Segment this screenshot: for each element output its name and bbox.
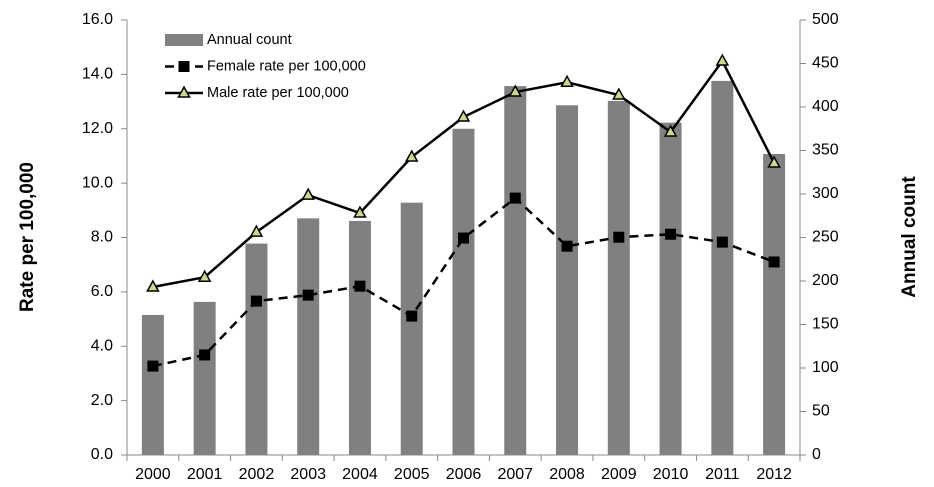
x-tick-label: 2001: [187, 466, 223, 483]
bar: [348, 220, 371, 455]
marker: [250, 295, 262, 307]
x-tick-label: 2006: [446, 466, 482, 483]
y2-tick-label: 450: [812, 55, 839, 72]
bar: [763, 153, 786, 456]
bar: [659, 122, 682, 455]
legend-label: Male rate per 100,000: [207, 85, 349, 101]
x-tick-label: 2007: [497, 466, 533, 483]
bar: [452, 128, 475, 455]
marker: [199, 349, 211, 361]
marker: [508, 84, 523, 97]
y2-tick-label: 350: [812, 142, 839, 159]
bar: [245, 243, 268, 455]
marker: [147, 360, 159, 372]
y-tick-label: 16.0: [82, 11, 113, 28]
x-tick-label: 2012: [756, 466, 792, 483]
marker: [561, 240, 573, 252]
y2-tick-label: 200: [812, 272, 839, 289]
legend-marker: [177, 85, 191, 98]
y-tick-label: 6.0: [91, 283, 113, 300]
x-tick-label: 2009: [601, 466, 637, 483]
x-tick-label: 2003: [290, 466, 326, 483]
bar: [711, 80, 734, 456]
marker: [456, 109, 471, 122]
marker: [354, 280, 366, 292]
y2-axis-title: Annual count: [899, 176, 920, 298]
marker: [663, 124, 678, 137]
bar: [607, 100, 630, 455]
y2-tick-label: 500: [812, 11, 839, 28]
legend-marker: [178, 61, 190, 72]
y-tick-label: 8.0: [91, 229, 113, 246]
marker: [197, 269, 212, 282]
x-tick-label: 2004: [342, 466, 378, 483]
marker: [716, 236, 728, 248]
y2-tick-label: 250: [812, 229, 839, 246]
y2-tick-label: 50: [812, 403, 830, 420]
bar: [504, 86, 527, 456]
y-tick-label: 12.0: [82, 120, 113, 137]
y2-tick-label: 400: [812, 98, 839, 115]
x-tick-label: 2008: [549, 466, 585, 483]
y-tick-label: 0.0: [91, 446, 113, 463]
x-tick-label: 2000: [135, 466, 171, 483]
marker: [509, 192, 521, 204]
y-axis-title: Rate per 100,000: [17, 162, 38, 312]
y-tick-label: 14.0: [82, 66, 113, 83]
y2-tick-label: 300: [812, 185, 839, 202]
marker: [146, 279, 160, 292]
marker: [613, 231, 625, 243]
y2-tick-label: 0: [812, 446, 821, 463]
legend-swatch: [165, 34, 203, 46]
bar: [297, 218, 320, 455]
marker: [767, 155, 781, 168]
marker: [665, 228, 677, 240]
marker: [715, 53, 730, 66]
marker: [353, 205, 367, 218]
bar: [556, 105, 579, 455]
marker: [406, 310, 418, 322]
legend-label: Female rate per 100,000: [207, 58, 366, 74]
y-tick-label: 10.0: [82, 174, 113, 191]
x-tick-label: 2002: [239, 466, 275, 483]
marker: [404, 149, 419, 162]
y-tick-label: 2.0: [91, 392, 113, 409]
legend-label: Annual count: [207, 32, 292, 48]
marker: [458, 232, 469, 244]
bar: [193, 301, 216, 455]
marker: [612, 87, 626, 100]
y-tick-label: 4.0: [91, 337, 113, 354]
x-tick-label: 2010: [653, 466, 689, 483]
marker: [301, 187, 315, 200]
marker: [302, 289, 314, 301]
bar: [400, 202, 423, 455]
y2-tick-label: 100: [812, 359, 839, 376]
bar: [141, 314, 164, 455]
y2-tick-label: 150: [812, 316, 839, 333]
marker: [768, 256, 780, 268]
x-tick-label: 2005: [394, 466, 430, 483]
x-tick-label: 2011: [705, 466, 740, 483]
marker: [249, 224, 264, 237]
marker: [560, 74, 574, 88]
